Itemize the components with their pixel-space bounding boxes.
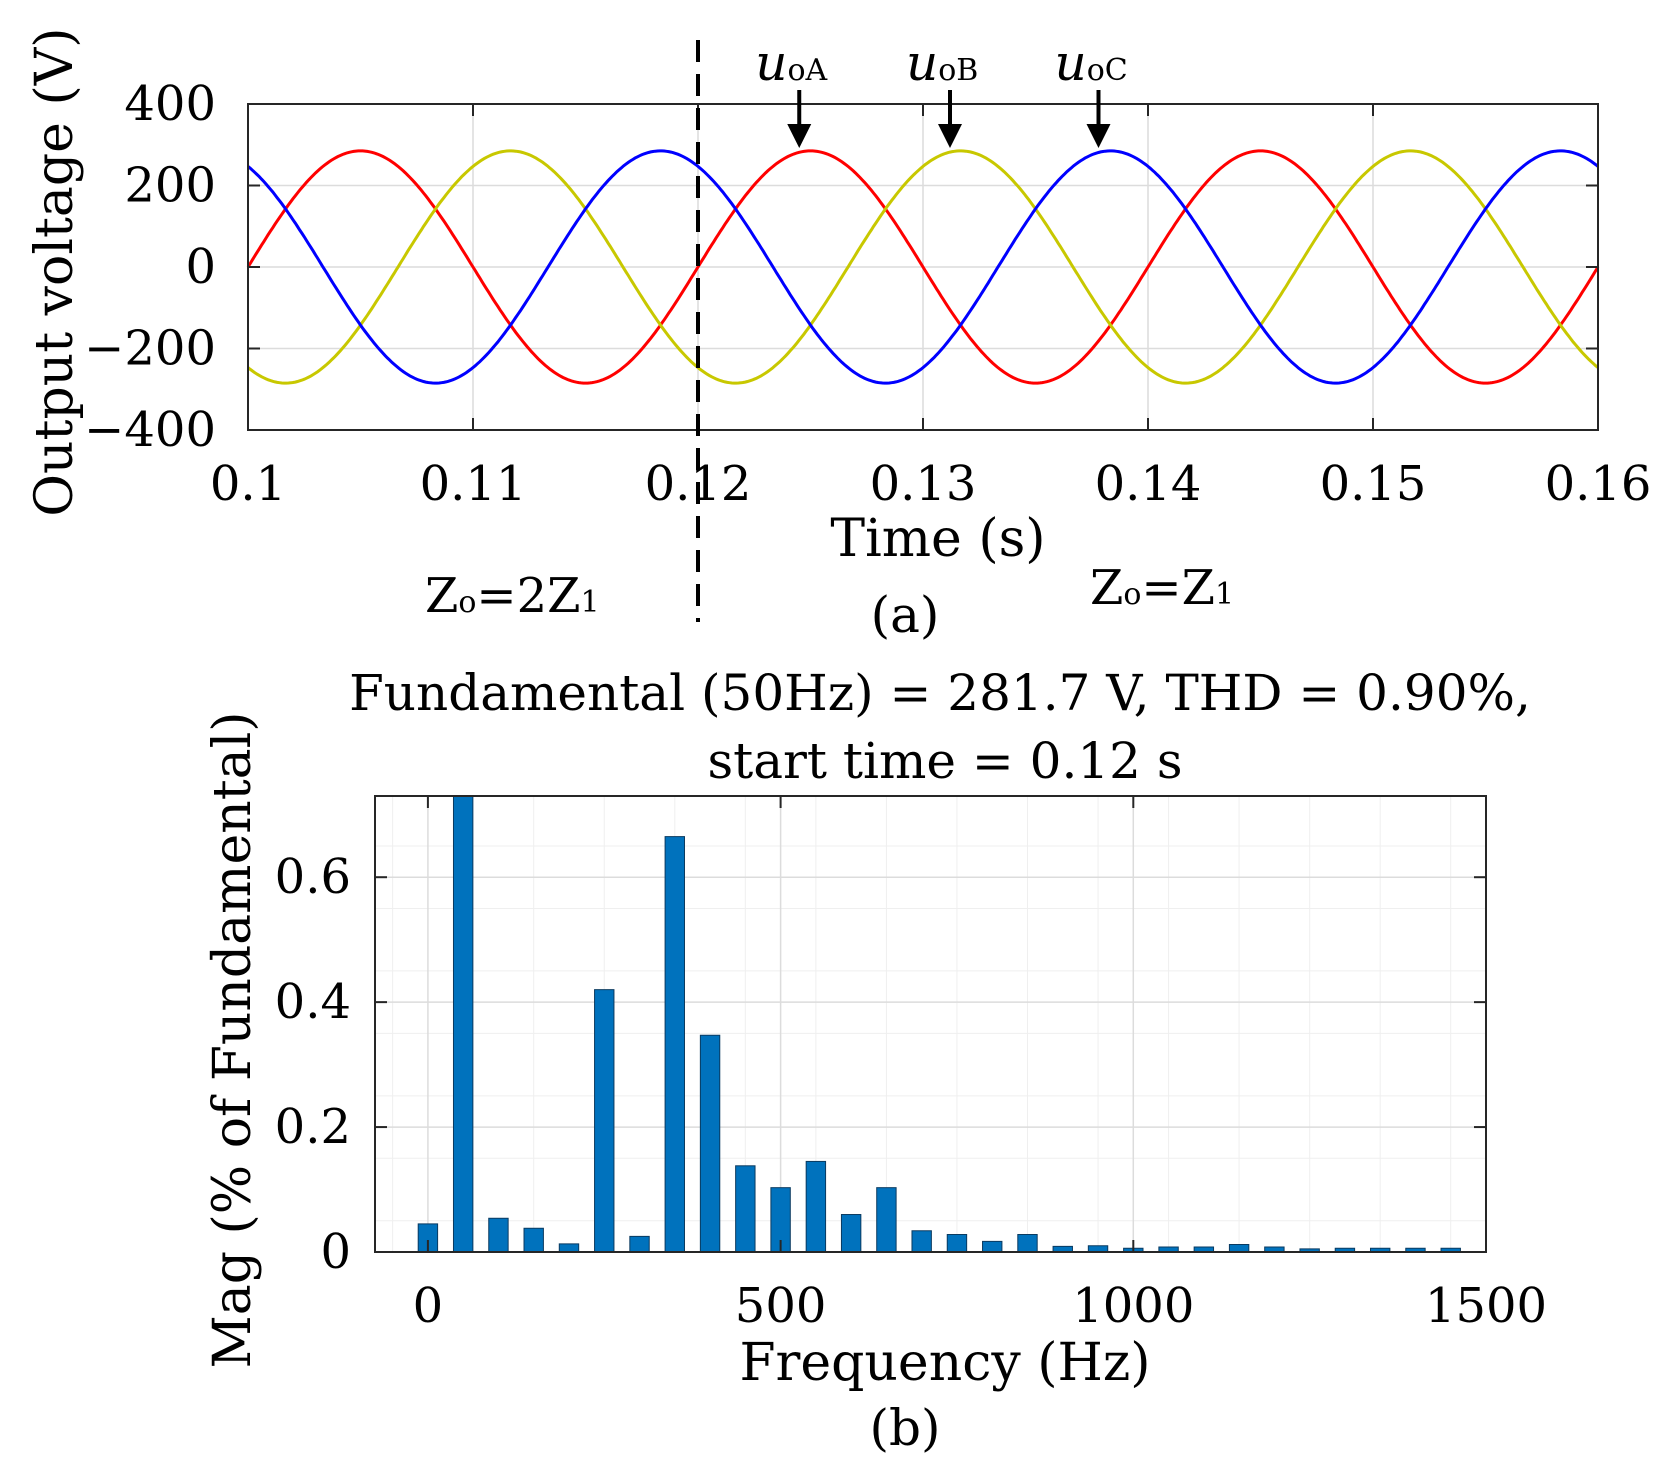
bar-1150hz xyxy=(1228,1244,1250,1253)
x-tick-label: 0.16 xyxy=(1545,456,1652,512)
x-tick-label: 0.15 xyxy=(1320,456,1427,512)
caption-a: (a) xyxy=(871,586,940,644)
bar-100hz xyxy=(488,1217,509,1253)
x-tick-label: 500 xyxy=(735,1278,827,1334)
spectrum-bars xyxy=(417,795,1461,1253)
bar-300hz xyxy=(629,1235,650,1253)
x-tick-label: 1000 xyxy=(1072,1278,1194,1334)
bar-50hz xyxy=(452,795,474,1253)
bar-350hz xyxy=(664,836,685,1253)
spectrum-chart: Fundamental (50Hz) = 281.7 V, THD = 0.90… xyxy=(203,664,1547,1457)
bar-650hz xyxy=(876,1187,897,1253)
spectrum-plot-frame xyxy=(374,795,1487,1253)
series-label-uoA: uoA xyxy=(755,34,827,92)
bar-750hz xyxy=(946,1234,968,1253)
voltage-x-axis-label: Time (s) xyxy=(830,509,1045,569)
bar-450hz xyxy=(735,1165,756,1253)
y-tick-label: 0.6 xyxy=(275,849,351,905)
bar-150hz xyxy=(523,1227,544,1253)
spectrum-ticks: 0 500 1000 1500 0 0.2 0.4 0.6 xyxy=(275,796,1547,1334)
voltage-curves xyxy=(246,149,1600,385)
spectrum-subtitle: start time = 0.12 s xyxy=(707,732,1182,790)
voltage-y-axis-label: Output voltage (V) xyxy=(25,27,85,516)
series-line-uoB xyxy=(247,149,1599,385)
y-tick-label: −400 xyxy=(84,402,216,458)
y-tick-label: 0.2 xyxy=(275,1099,351,1155)
bar-700hz xyxy=(911,1230,932,1253)
spectrum-y-axis-label: Mag (% of Fundamental) xyxy=(203,711,263,1368)
bar-200hz xyxy=(558,1243,580,1253)
bar-600hz xyxy=(840,1214,862,1253)
bar-400hz xyxy=(699,1034,721,1253)
x-tick-label: 0.13 xyxy=(870,456,977,512)
bar-800hz xyxy=(982,1240,1003,1253)
region-label-after: Zo=Z1 xyxy=(1090,560,1234,616)
x-tick-label: 1500 xyxy=(1425,1278,1547,1334)
series-label-uoB: uoB xyxy=(906,34,978,92)
arrow-head xyxy=(1086,124,1111,148)
voltage-ticks: 0.1 0.11 0.12 0.13 0.14 0.15 0.164002000−200−4… xyxy=(84,76,1651,512)
bar-850hz xyxy=(1017,1234,1038,1253)
spectrum-title: Fundamental (50Hz) = 281.7 V, THD = 0.90… xyxy=(349,664,1531,722)
x-tick-label: 0.14 xyxy=(1095,456,1202,512)
y-tick-label: 0.4 xyxy=(275,974,351,1030)
spectrum-grid xyxy=(375,796,1487,1253)
y-tick-label: 0 xyxy=(320,1224,351,1280)
y-tick-label: 0 xyxy=(185,239,216,295)
arrow-head xyxy=(787,124,812,148)
bar-250hz xyxy=(594,989,615,1253)
region-label-before: Zo=2Z1 xyxy=(425,568,600,624)
series-labels: uoA uoB uoC xyxy=(755,34,1128,148)
y-tick-label: −200 xyxy=(84,321,216,377)
y-tick-label: 200 xyxy=(124,158,216,214)
series-line-uoC xyxy=(247,149,1599,385)
bar-550hz xyxy=(805,1160,827,1253)
spectrum-x-axis-label: Frequency (Hz) xyxy=(739,1333,1150,1393)
x-tick-label: 0.11 xyxy=(420,456,527,512)
voltage-chart: 0.1 0.11 0.12 0.13 0.14 0.15 0.164002000−200−4… xyxy=(25,27,1651,644)
x-tick-label: 0.1 xyxy=(210,456,286,512)
y-tick-label: 400 xyxy=(124,76,216,132)
arrow-head xyxy=(938,124,962,148)
caption-b: (b) xyxy=(869,1399,940,1457)
series-line-uoA xyxy=(246,149,1600,385)
x-tick-label: 0 xyxy=(413,1278,444,1334)
series-label-uoC: uoC xyxy=(1055,34,1128,92)
